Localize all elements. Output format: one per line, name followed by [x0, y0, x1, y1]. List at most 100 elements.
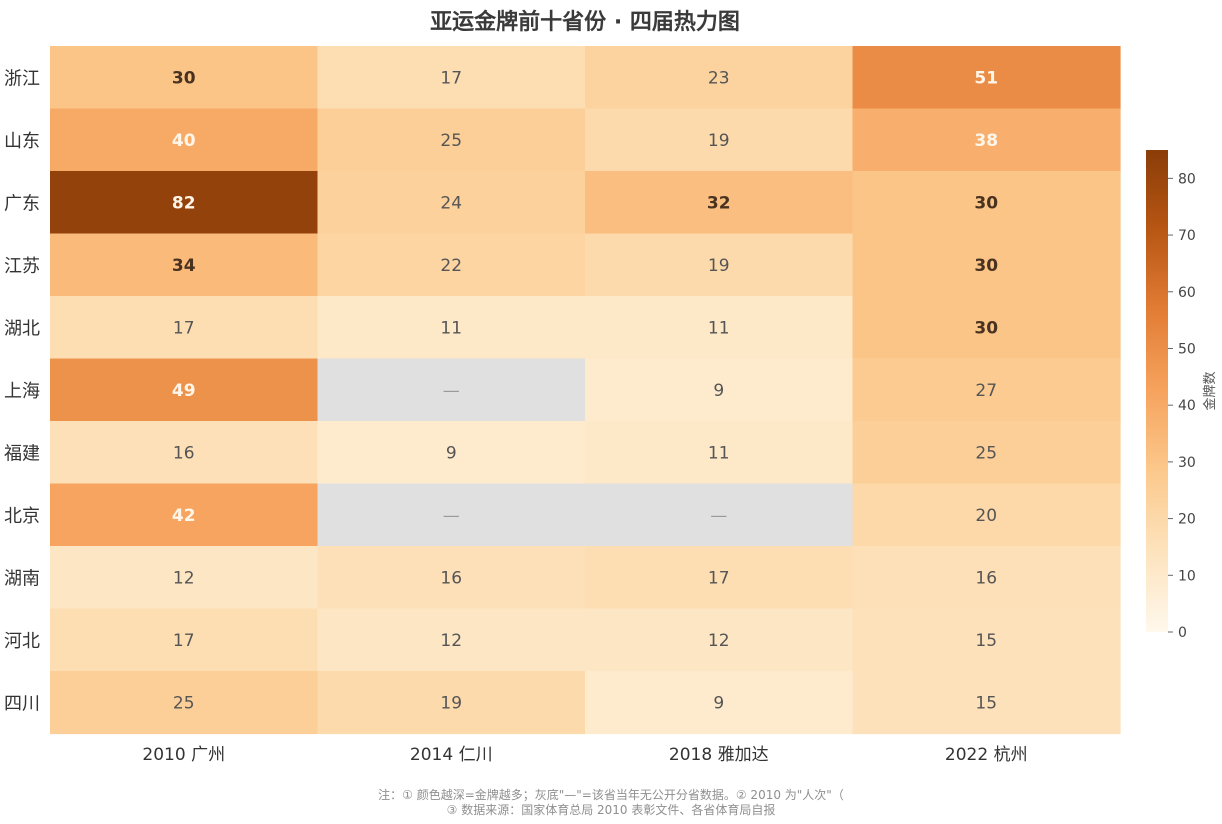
heatmap-cell [317, 421, 586, 485]
heatmap-cell [585, 608, 854, 672]
column-label: 2022 杭州 [945, 745, 1028, 765]
column-label: 2010 广州 [142, 745, 225, 765]
heatmap-cell [50, 358, 319, 422]
cell-value: 34 [172, 256, 196, 276]
heatmap-cell [50, 108, 319, 172]
row-label: 江苏 [4, 256, 40, 277]
cell-value: 16 [975, 568, 997, 588]
cell-value: 49 [172, 381, 196, 401]
colorbar-tick-label: 20 [1178, 512, 1196, 528]
colorbar-tick-label: 60 [1178, 285, 1196, 301]
heatmap-cell [852, 46, 1121, 110]
heatmap-cell [317, 358, 586, 422]
column-labels: 2010 广州 2014 仁川 2018 雅加达 2022 杭州 [142, 745, 1027, 765]
cell-value: 22 [440, 256, 462, 276]
heatmap-cell [50, 421, 319, 485]
heatmap-cells [50, 46, 1121, 735]
cell-value: 32 [707, 193, 731, 213]
cell-value: 25 [440, 131, 462, 151]
cell-value: 19 [708, 131, 730, 151]
cell-value: 38 [974, 131, 998, 151]
cell-value: 42 [172, 506, 196, 526]
cell-value: 25 [975, 443, 997, 463]
heatmap-cell [317, 233, 586, 297]
cell-value: 23 [708, 68, 730, 88]
heatmap-cell [852, 483, 1121, 547]
column-label: 2014 仁川 [410, 745, 493, 765]
heatmap-cell [50, 296, 319, 360]
colorbar-tick-label: 30 [1178, 455, 1196, 471]
row-label: 上海 [4, 381, 40, 402]
cell-value: 30 [974, 256, 998, 276]
row-label: 福建 [4, 443, 40, 464]
heatmap-cell [317, 46, 586, 110]
cell-value: 15 [975, 693, 997, 713]
row-label: 河北 [4, 631, 40, 652]
cell-value: 30 [974, 318, 998, 338]
heatmap-cell [50, 608, 319, 672]
heatmap-cell [852, 108, 1121, 172]
heatmap-cell [585, 671, 854, 735]
row-label: 湖北 [4, 318, 40, 339]
heatmap-cell [852, 358, 1121, 422]
cell-value: 27 [975, 381, 997, 401]
heatmap-cell [852, 296, 1121, 360]
cell-value: 12 [708, 631, 730, 651]
column-label: 2018 雅加达 [669, 745, 769, 765]
colorbar-tick-label: 80 [1178, 171, 1196, 187]
heatmap-cell [50, 483, 319, 547]
cell-value: 12 [440, 631, 462, 651]
heatmap-cell [585, 483, 854, 547]
heatmap-cell [50, 671, 319, 735]
colorbar-tick-label: 40 [1178, 398, 1196, 414]
cell-value: 30 [172, 68, 196, 88]
cell-value: 30 [974, 193, 998, 213]
colorbar-tick-label: 50 [1178, 341, 1196, 357]
heatmap-cell [317, 608, 586, 672]
row-label: 浙江 [4, 68, 40, 89]
heatmap-cell [317, 296, 586, 360]
row-label: 山东 [4, 131, 40, 152]
cell-value: — [443, 381, 460, 401]
chart-title: 亚运金牌前十省份 · 四届热力图 [430, 10, 740, 35]
cell-value: 25 [173, 693, 195, 713]
heatmap-cell [317, 171, 586, 235]
cell-value: 20 [975, 506, 997, 526]
heatmap-cell [317, 546, 586, 610]
row-label: 四川 [4, 693, 40, 714]
heatmap-cell [317, 108, 586, 172]
heatmap-cell [50, 171, 319, 235]
cell-value: — [710, 506, 727, 526]
cell-value: 19 [708, 256, 730, 276]
heatmap-cell [50, 233, 319, 297]
footnote-line-1: 注：① 颜色越深=金牌越多；灰底"—"=该省当年无公开分省数据。② 2010 为… [378, 788, 844, 802]
cell-value: 82 [172, 193, 196, 213]
cell-value: 12 [173, 568, 195, 588]
heatmap-cell [852, 171, 1121, 235]
cell-value: 16 [173, 443, 195, 463]
cell-value: 17 [173, 318, 195, 338]
cell-value: 17 [708, 568, 730, 588]
heatmap-cell [317, 483, 586, 547]
heatmap-cell [852, 233, 1121, 297]
colorbar-tick-label: 0 [1178, 625, 1187, 641]
heatmap-cell [852, 546, 1121, 610]
heatmap-cell [852, 608, 1121, 672]
heatmap-cell [852, 671, 1121, 735]
colorbar-gradient [1146, 150, 1168, 632]
cell-value: 17 [440, 68, 462, 88]
heatmap-cell [585, 358, 854, 422]
heatmap-cell [852, 421, 1121, 485]
colorbar-tick-label: 10 [1178, 568, 1196, 584]
colorbar-tick-label: 70 [1178, 228, 1196, 244]
colorbar: 0 10 20 30 40 50 60 70 80 金牌数 [1146, 150, 1218, 641]
row-label: 广东 [4, 193, 40, 214]
cell-value-labels: 30 17 23 51 40 25 19 38 82 24 32 30 34 22 19 30 17 11 11 30… [172, 68, 998, 713]
heatmap-cell [585, 233, 854, 297]
colorbar-label: 金牌数 [1202, 371, 1218, 410]
heatmap-cell [317, 671, 586, 735]
cell-value: 11 [440, 318, 462, 338]
cell-value: 11 [708, 318, 730, 338]
